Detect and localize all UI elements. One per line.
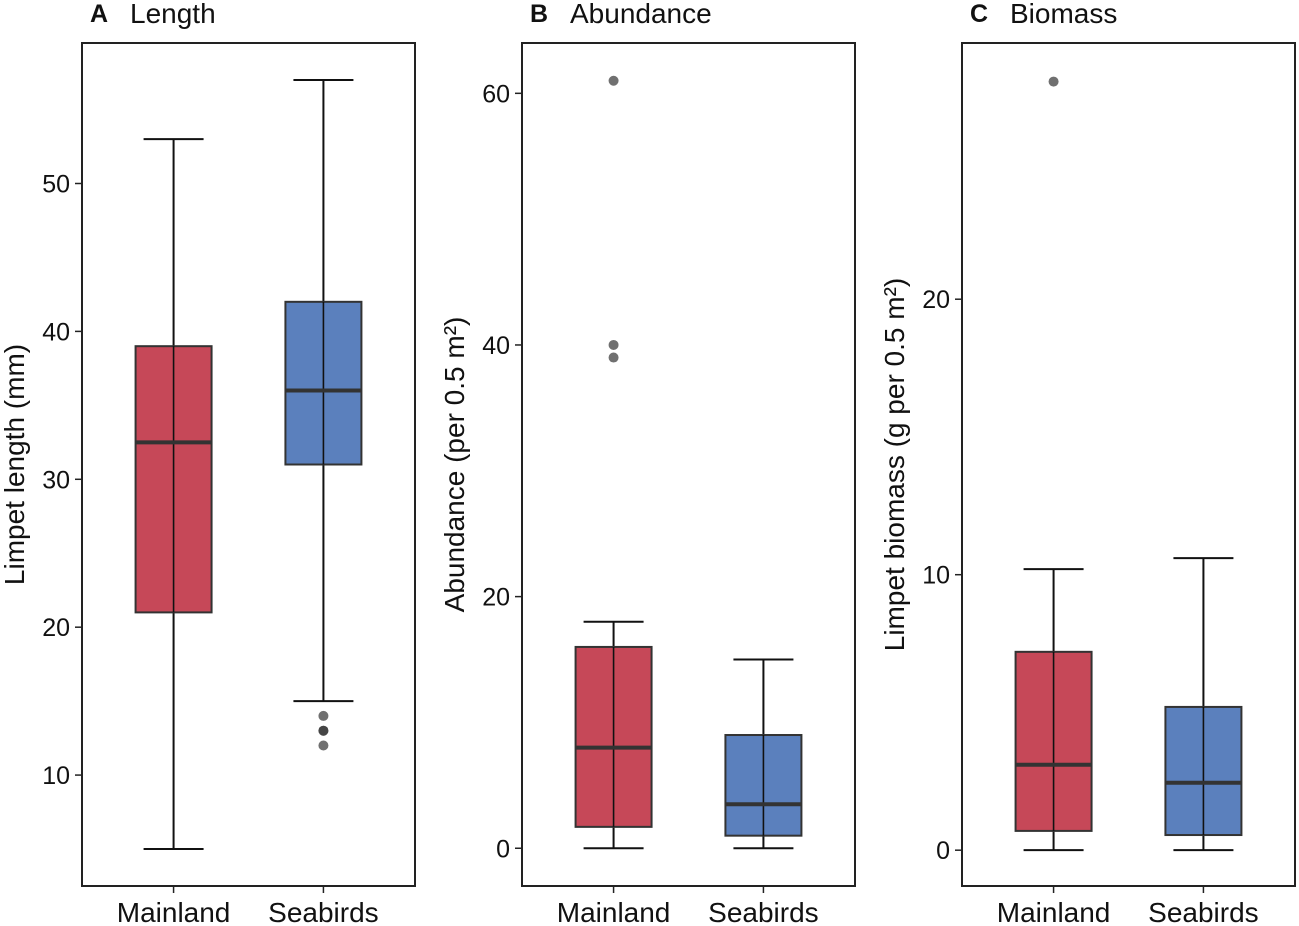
panel-title: Length: [130, 0, 216, 29]
y-tick-label: 40: [482, 332, 510, 360]
panel-letter: C: [970, 0, 988, 28]
y-tick-label: 50: [42, 171, 70, 199]
y-tick-label: 0: [496, 835, 510, 863]
y-tick-label: 40: [42, 318, 70, 346]
y-tick-label: 10: [922, 562, 950, 590]
panel-title: Biomass: [1010, 0, 1117, 29]
y-tick-label: 20: [922, 286, 950, 314]
y-tick-label: 20: [42, 614, 70, 642]
y-axis-title: Limpet length (mm): [0, 344, 30, 585]
x-tick-label: Mainland: [997, 897, 1111, 926]
y-tick-label: 20: [482, 584, 510, 612]
outlier-point: [608, 339, 619, 350]
x-tick-label: Seabirds: [268, 897, 379, 926]
panel-frame: [81, 42, 416, 887]
x-tick-label: Seabirds: [1148, 897, 1259, 926]
box-seabirds: [1164, 557, 1243, 852]
panel-a: A Length Limpet length (mm) 10 20 30 40 50 Mainl…: [0, 0, 416, 926]
panel-letter: B: [530, 0, 548, 28]
y-tick-label: 60: [482, 80, 510, 108]
x-tick-label: Seabirds: [708, 897, 819, 926]
outlier-point: [1048, 76, 1059, 87]
outlier-point: [318, 710, 329, 721]
outlier-point: [318, 725, 329, 736]
y-tick-label: 30: [42, 466, 70, 494]
y-axis-title: Limpet biomass (g per 0.5 m²): [879, 278, 910, 651]
box-seabirds: [724, 658, 803, 850]
y-tick-label: 10: [42, 762, 70, 790]
y-tick-label: 0: [936, 837, 950, 865]
box-mainland: [574, 75, 653, 850]
panel-frame: [521, 42, 856, 887]
box-seabirds: [284, 78, 363, 751]
x-tick-label: Mainland: [117, 897, 231, 926]
x-tick-label: Mainland: [557, 897, 671, 926]
panel-title: Abundance: [570, 0, 712, 29]
panel-frame: [961, 42, 1296, 887]
box-mainland: [1014, 76, 1093, 852]
panel-b: B Abundance Abundance (per 0.5 m²) 0 20 40 60 M…: [439, 0, 856, 926]
outlier-point: [318, 740, 329, 751]
outlier-point: [608, 352, 619, 363]
panel-c: C Biomass Limpet biomass (g per 0.5 m²) 0 10…: [879, 0, 1296, 926]
panel-letter: A: [90, 0, 108, 28]
outlier-point: [608, 75, 619, 86]
y-axis-title: Abundance (per 0.5 m²): [439, 317, 470, 613]
box-mainland: [134, 138, 213, 851]
